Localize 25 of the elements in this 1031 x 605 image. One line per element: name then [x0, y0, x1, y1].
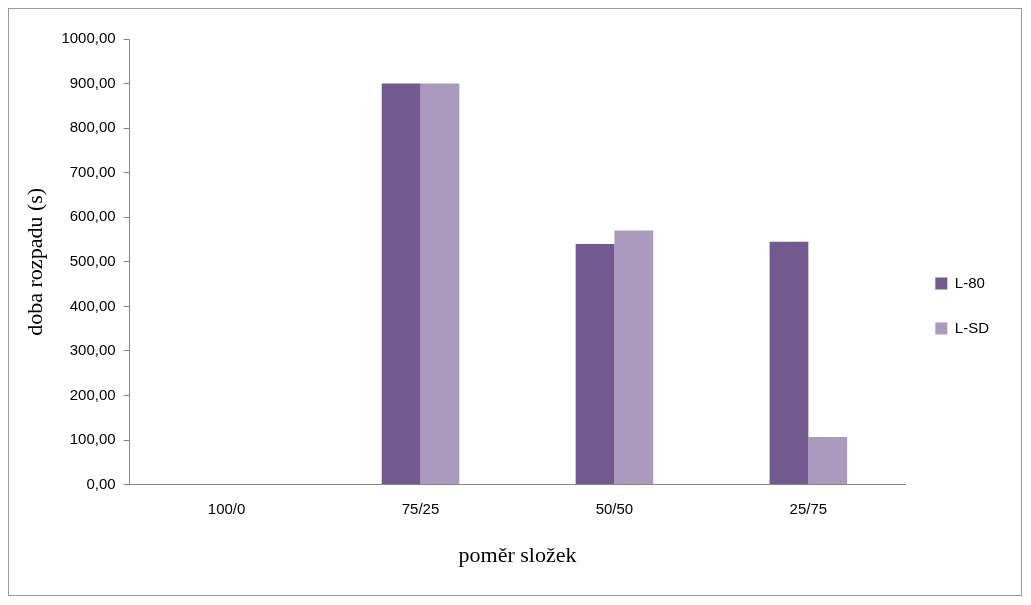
- y-tick-label: 100,00: [69, 430, 116, 448]
- bar: [614, 230, 654, 485]
- legend-label: L-SD: [954, 318, 990, 336]
- y-tick-label: 500,00: [69, 251, 116, 269]
- y-tick-label: 300,00: [69, 341, 116, 359]
- x-tick-label: 50/50: [595, 499, 634, 517]
- bar: [575, 243, 615, 485]
- x-tick-label: 75/25: [401, 499, 440, 517]
- y-tick-label: 800,00: [69, 118, 116, 136]
- bar: [381, 83, 421, 485]
- y-axis-title: doba rozpadu (s): [21, 187, 47, 336]
- y-tick-label: 1000,00: [61, 29, 116, 47]
- y-tick-label: 400,00: [69, 296, 116, 314]
- x-tick-label: 25/75: [789, 499, 828, 517]
- y-tick-label: 200,00: [69, 385, 116, 403]
- y-tick-label: 700,00: [69, 162, 116, 180]
- legend-label: L-80: [954, 273, 985, 291]
- bar: [769, 241, 809, 485]
- x-tick-label: 100/0: [207, 499, 246, 517]
- y-tick-label: 900,00: [69, 73, 116, 91]
- y-tick-label: 600,00: [69, 207, 116, 225]
- y-tick-label: 0,00: [86, 474, 116, 492]
- x-axis-title: poměr složek: [458, 541, 577, 567]
- bar: [808, 436, 848, 485]
- bar: [420, 83, 460, 485]
